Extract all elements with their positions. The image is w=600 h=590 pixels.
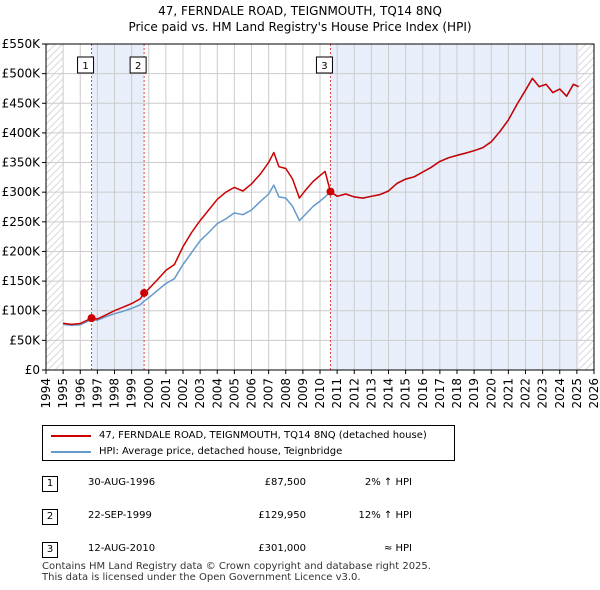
x-tick-label: 2003 xyxy=(193,378,207,409)
legend-swatch-hpi xyxy=(51,451,91,453)
x-tick-label: 1998 xyxy=(108,378,122,409)
sale-label-text: 3 xyxy=(321,61,327,72)
series-line-property xyxy=(62,77,579,326)
x-tick-label: 2013 xyxy=(364,378,378,409)
sale-row: 1 30-AUG-1996 £87,500 2% ↑ HPI xyxy=(42,472,462,505)
y-tick-label: £350K xyxy=(2,156,42,170)
sale-hpi-comparison: ≈ HPI xyxy=(383,543,412,554)
sale-hpi-comparison: 2% ↑ HPI xyxy=(364,477,412,488)
sale-date: 30-AUG-1996 xyxy=(88,477,156,488)
sale-price: £301,000 xyxy=(258,543,306,554)
sale-label-text: 1 xyxy=(82,61,88,72)
x-tick-label: 2026 xyxy=(587,378,600,409)
sale-label-text: 2 xyxy=(135,61,141,72)
legend-swatch-property xyxy=(51,435,91,437)
x-tick-label: 2005 xyxy=(227,378,241,409)
sale-point xyxy=(140,288,149,297)
x-tick-label: 2023 xyxy=(536,378,550,409)
sale-number-badge: 2 xyxy=(42,509,58,525)
sale-price: £87,500 xyxy=(264,477,306,488)
sale-row: 3 12-AUG-2010 £301,000 ≈ HPI xyxy=(42,538,462,571)
shaded-period xyxy=(330,44,579,370)
chart-title: 47, FERNDALE ROAD, TEIGNMOUTH, TQ14 8NQ xyxy=(158,4,442,18)
x-tick-label: 2006 xyxy=(245,378,259,409)
x-tick-label: 2002 xyxy=(176,378,190,409)
y-tick-label: £100K xyxy=(2,304,42,318)
sale-label-box xyxy=(315,56,333,74)
legend: 47, FERNDALE ROAD, TEIGNMOUTH, TQ14 8NQ … xyxy=(42,425,455,461)
sale-date: 22-SEP-1999 xyxy=(88,510,152,521)
y-tick-label: £500K xyxy=(2,67,42,81)
sale-date: 12-AUG-2010 xyxy=(88,543,156,554)
x-tick-label: 2004 xyxy=(210,378,224,409)
legend-item-property: 47, FERNDALE ROAD, TEIGNMOUTH, TQ14 8NQ … xyxy=(51,428,427,444)
x-tick-label: 2020 xyxy=(484,378,498,409)
y-tick-label: £300K xyxy=(2,185,42,199)
y-tick-label: £400K xyxy=(2,126,42,140)
sale-row: 2 22-SEP-1999 £129,950 12% ↑ HPI xyxy=(42,505,462,538)
x-tick-label: 2007 xyxy=(262,378,276,409)
legend-item-hpi: HPI: Average price, detached house, Teig… xyxy=(51,444,342,460)
x-tick-label: 2012 xyxy=(347,378,361,409)
x-tick-label: 2024 xyxy=(553,378,567,409)
y-tick-label: £200K xyxy=(2,244,42,258)
x-tick-label: 2008 xyxy=(279,378,293,409)
x-tick-label: 2010 xyxy=(313,378,327,409)
sale-number-badge: 3 xyxy=(42,542,58,558)
sales-table: 1 30-AUG-1996 £87,500 2% ↑ HPI 2 22-SEP-… xyxy=(42,472,462,571)
x-tick-label: 1995 xyxy=(56,378,70,409)
x-tick-label: 1997 xyxy=(90,378,104,409)
sale-point xyxy=(326,187,335,196)
x-tick-label: 2001 xyxy=(159,378,173,409)
x-tick-label: 2009 xyxy=(296,378,310,409)
price-chart: 47, FERNDALE ROAD, TEIGNMOUTH, TQ14 8NQ … xyxy=(2,4,600,409)
footer-line-copyright: Contains HM Land Registry data © Crown c… xyxy=(42,561,431,572)
x-tick-label: 2015 xyxy=(399,378,413,409)
sale-label-box xyxy=(129,56,147,74)
x-tick-label: 2021 xyxy=(501,378,515,409)
sale-point xyxy=(87,314,96,323)
x-tick-label: 1994 xyxy=(39,378,53,409)
sale-label-box xyxy=(77,56,95,74)
y-tick-label: £50K xyxy=(9,333,41,347)
x-tick-label: 1999 xyxy=(125,378,139,409)
y-tick-label: £550K xyxy=(2,37,42,51)
x-tick-label: 2018 xyxy=(450,378,464,409)
x-tick-label: 2017 xyxy=(433,378,447,409)
sale-hpi-comparison: 12% ↑ HPI xyxy=(358,510,412,521)
sale-price: £129,950 xyxy=(258,510,306,521)
legend-label-property: 47, FERNDALE ROAD, TEIGNMOUTH, TQ14 8NQ … xyxy=(99,430,427,441)
hatched-region xyxy=(578,44,594,370)
sale-number-badge: 1 xyxy=(42,476,58,492)
y-tick-label: £450K xyxy=(2,96,42,110)
footer-notice: Contains HM Land Registry data © Crown c… xyxy=(42,561,431,583)
y-tick-label: £250K xyxy=(2,215,42,229)
x-tick-label: 2019 xyxy=(467,378,481,409)
x-tick-label: 2022 xyxy=(519,378,533,409)
x-tick-label: 2016 xyxy=(416,378,430,409)
legend-label-hpi: HPI: Average price, detached house, Teig… xyxy=(99,446,343,457)
footer-line-licence: This data is licensed under the Open Gov… xyxy=(42,572,361,583)
x-tick-label: 1996 xyxy=(73,378,87,409)
x-tick-label: 2014 xyxy=(382,378,396,409)
chart-subtitle: Price paid vs. HM Land Registry's House … xyxy=(128,20,471,34)
hatched-region xyxy=(46,44,64,370)
shaded-period xyxy=(91,44,145,370)
x-tick-label: 2000 xyxy=(142,378,156,409)
x-tick-label: 2025 xyxy=(570,378,584,409)
x-tick-label: 2011 xyxy=(330,378,344,409)
y-tick-label: £150K xyxy=(2,274,42,288)
y-tick-label: £0 xyxy=(25,363,40,377)
